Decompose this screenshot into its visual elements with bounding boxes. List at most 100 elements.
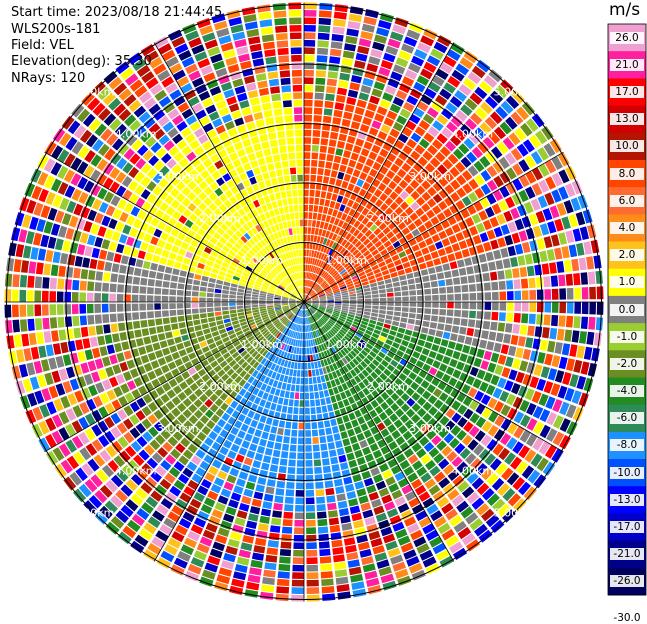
ppi-gate	[245, 21, 258, 30]
ppi-gate	[491, 353, 500, 363]
ppi-gate	[34, 290, 41, 302]
ppi-gate	[409, 284, 416, 290]
ppi-gate	[295, 137, 302, 144]
ppi-gate	[321, 131, 329, 138]
ppi-gate	[307, 235, 310, 242]
ppi-gate	[423, 282, 430, 288]
ppi-gate	[215, 312, 222, 317]
ppi-gate	[289, 452, 296, 459]
ppi-gate	[31, 347, 40, 360]
ppi-gate	[293, 370, 297, 377]
ppi-gate	[528, 278, 535, 288]
ppi-gate	[285, 422, 291, 429]
ppi-gate	[259, 134, 268, 142]
ppi-gate	[197, 263, 205, 270]
ppi-gate	[289, 10, 302, 17]
ppi-gate	[421, 247, 429, 255]
ppi-gate	[325, 428, 332, 435]
ppi-gate	[167, 259, 175, 267]
ppi-gate	[180, 328, 188, 335]
ppi-gate	[454, 286, 461, 293]
ppi-gate	[422, 321, 429, 327]
ppi-gate	[250, 420, 258, 428]
ppi-gate	[269, 434, 276, 442]
ppi-gate	[229, 152, 238, 161]
ppi-gate	[581, 317, 588, 330]
ppi-gate	[354, 426, 362, 434]
ppi-gate	[266, 417, 273, 425]
ppi-gate	[574, 302, 581, 314]
ppi-gate	[272, 201, 278, 209]
ppi-gate	[306, 265, 308, 272]
ppi-gate	[483, 242, 492, 252]
ppi-gate	[350, 304, 357, 307]
ppi-gate	[324, 390, 330, 397]
ppi-gate	[297, 370, 301, 377]
ppi-gate	[233, 159, 242, 168]
ppi-gate	[262, 34, 274, 42]
ppi-gate	[97, 336, 105, 346]
ppi-gate	[318, 33, 330, 40]
ppi-gate	[329, 56, 340, 64]
ppi-gate	[350, 297, 357, 300]
ppi-gate	[88, 270, 96, 280]
ppi-gate	[295, 392, 300, 399]
ppi-gate	[232, 78, 243, 87]
ppi-gate	[267, 547, 279, 555]
ppi-gate	[284, 504, 293, 511]
ppi-gate	[299, 408, 304, 415]
ppi-gate	[75, 339, 83, 350]
ppi-gate	[174, 336, 182, 343]
ppi-gate	[372, 309, 379, 313]
ppi-gate	[259, 399, 266, 407]
ppi-gate	[145, 253, 153, 261]
ppi-gate	[188, 245, 196, 253]
ppi-gate	[311, 160, 317, 167]
ppi-gate	[544, 236, 553, 248]
ppi-gate	[399, 322, 406, 328]
ppi-gate	[267, 394, 273, 402]
ppi-gate	[335, 4, 349, 12]
ppi-gate	[439, 287, 446, 294]
ppi-gate	[313, 377, 317, 384]
ppi-gate	[378, 318, 385, 323]
ppi-gate	[237, 510, 248, 519]
range-ring-label: 1.00km	[241, 254, 283, 267]
ppi-gate	[335, 102, 345, 110]
ppi-gate	[283, 100, 292, 107]
ppi-gate	[558, 315, 565, 327]
ppi-gate	[255, 151, 263, 159]
ppi-gate	[284, 115, 292, 122]
ppi-gate	[148, 352, 157, 361]
ppi-gate	[169, 345, 177, 353]
ppi-gate	[312, 430, 318, 437]
ppi-gate	[201, 281, 208, 286]
ppi-gate	[424, 342, 432, 350]
ppi-gate	[544, 315, 551, 326]
ppi-gate	[527, 326, 535, 337]
ppi-gate	[425, 302, 432, 308]
ppi-gate	[256, 119, 265, 127]
ppi-gate	[305, 423, 311, 430]
ppi-gate	[334, 479, 343, 487]
ppi-gate	[192, 286, 199, 291]
ppi-gate	[309, 347, 312, 354]
ppi-gate	[230, 532, 242, 541]
ppi-gate	[267, 304, 274, 306]
ppi-gate	[564, 260, 572, 272]
ppi-gate	[323, 466, 331, 473]
ppi-gate	[250, 506, 260, 514]
ppi-gate	[341, 181, 348, 189]
ppi-gate	[540, 340, 548, 352]
ppi-gate	[279, 63, 290, 70]
ppi-gate	[200, 313, 207, 318]
ppi-gate	[322, 406, 328, 413]
ppi-gate	[304, 92, 313, 99]
ppi-gate	[264, 562, 276, 570]
ppi-gate	[94, 237, 103, 248]
ppi-gate	[544, 289, 551, 300]
ppi-gate	[371, 313, 378, 317]
ppi-gate	[370, 426, 379, 435]
ppi-gate	[249, 177, 257, 185]
ppi-gate	[343, 112, 353, 120]
